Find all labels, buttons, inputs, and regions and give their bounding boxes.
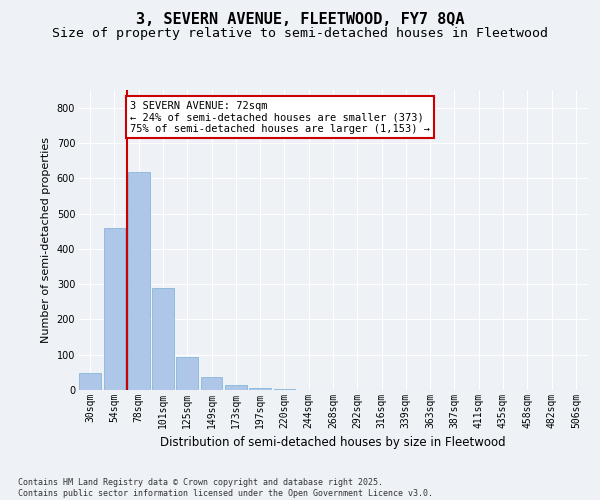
Y-axis label: Number of semi-detached properties: Number of semi-detached properties: [41, 137, 51, 343]
Text: Size of property relative to semi-detached houses in Fleetwood: Size of property relative to semi-detach…: [52, 28, 548, 40]
Bar: [249, 388, 271, 390]
Bar: [176, 357, 198, 390]
Bar: [128, 172, 149, 390]
Bar: [152, 288, 174, 390]
Bar: [200, 378, 223, 390]
Text: 3, SEVERN AVENUE, FLEETWOOD, FY7 8QA: 3, SEVERN AVENUE, FLEETWOOD, FY7 8QA: [136, 12, 464, 28]
Bar: [274, 388, 295, 390]
X-axis label: Distribution of semi-detached houses by size in Fleetwood: Distribution of semi-detached houses by …: [160, 436, 506, 450]
Text: Contains HM Land Registry data © Crown copyright and database right 2025.
Contai: Contains HM Land Registry data © Crown c…: [18, 478, 433, 498]
Text: 3 SEVERN AVENUE: 72sqm
← 24% of semi-detached houses are smaller (373)
75% of se: 3 SEVERN AVENUE: 72sqm ← 24% of semi-det…: [130, 100, 430, 134]
Bar: [79, 374, 101, 390]
Bar: [225, 386, 247, 390]
Bar: [104, 228, 125, 390]
